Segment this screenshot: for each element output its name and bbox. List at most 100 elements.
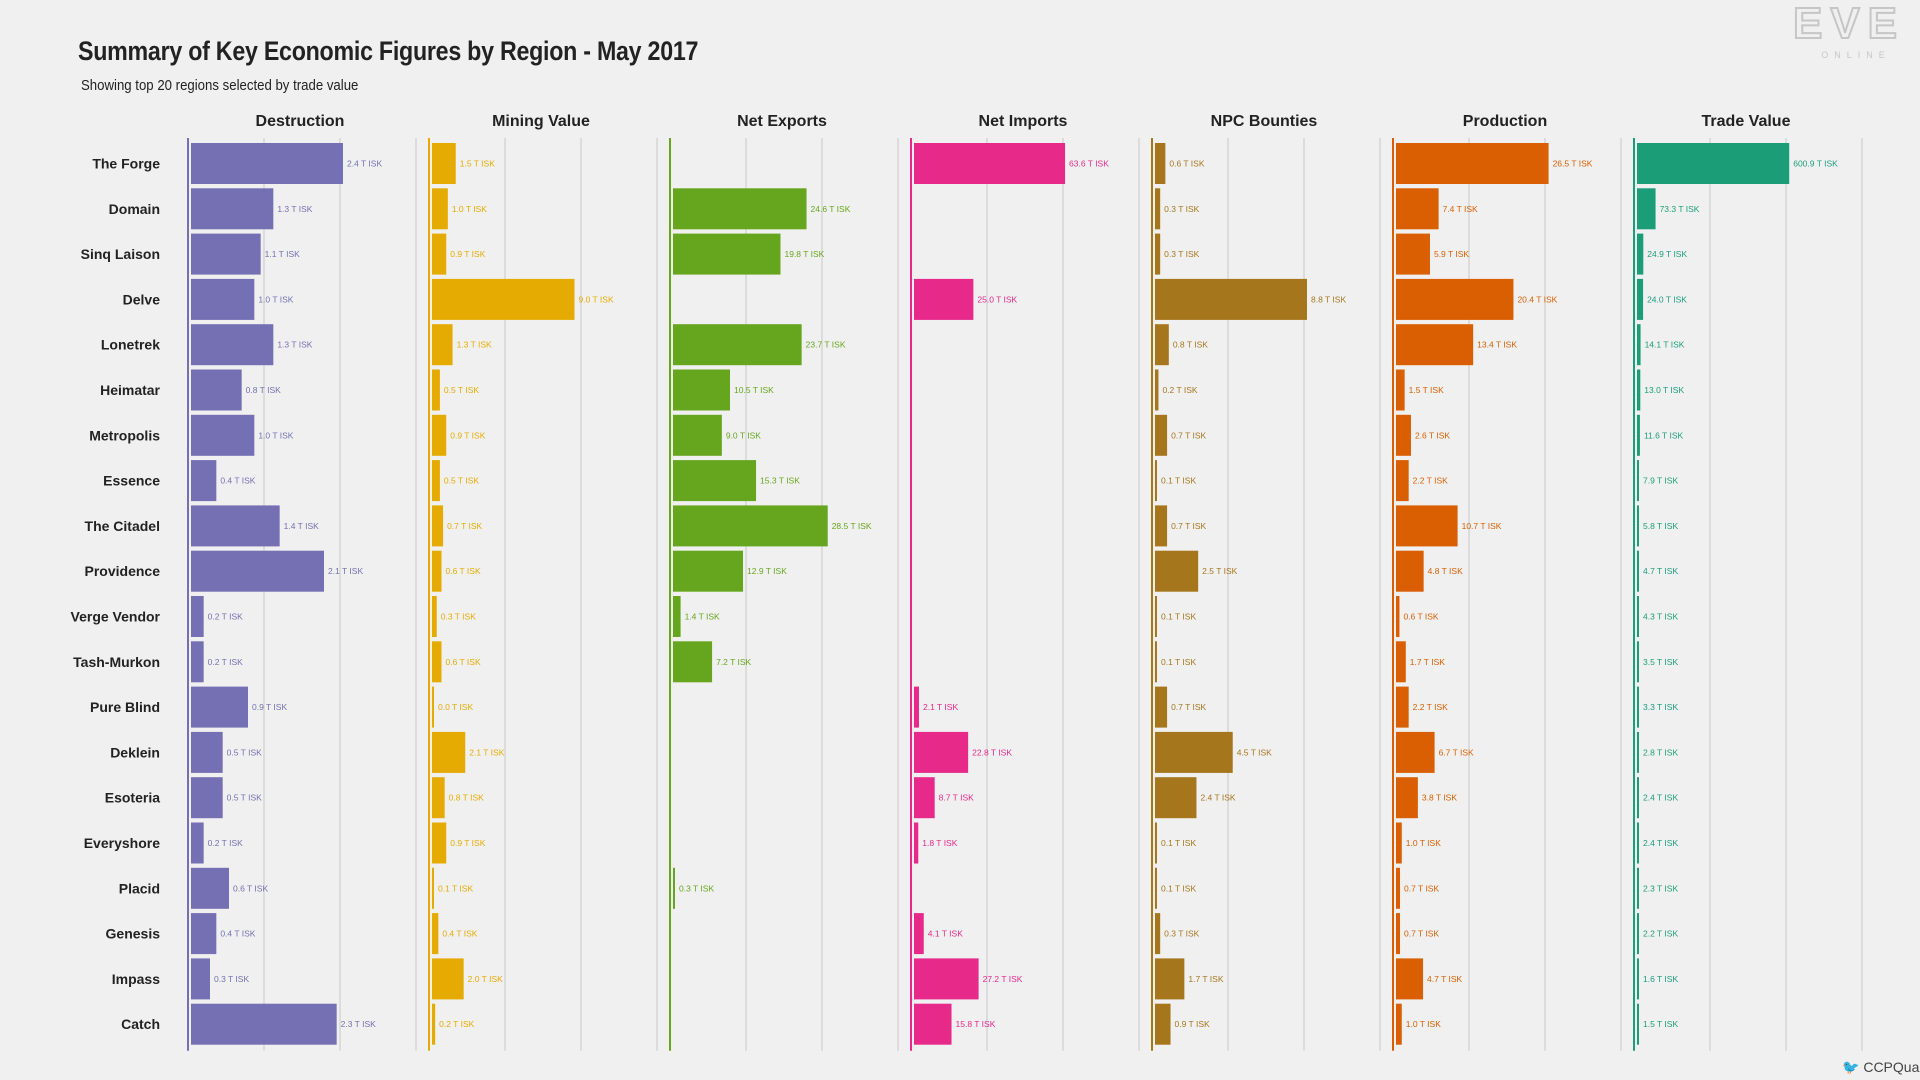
trade-value-bar-impass [1637, 958, 1639, 1000]
trade-value-value-label-catch: 1.5 T ISK [1643, 1019, 1678, 1029]
destruction-value-label-the-citadel: 1.4 T ISK [284, 521, 319, 531]
net-imports-value-label-the-forge: 63.6 T ISK [1069, 159, 1109, 169]
destruction-bar-tash-murkon [191, 641, 204, 683]
destruction-bar-deklein [191, 731, 223, 773]
net-imports-value-label-esoteria: 8.7 T ISK [939, 793, 974, 803]
npc-bounties-value-label-esoteria: 2.4 T ISK [1200, 793, 1235, 803]
category-label-the-forge: The Forge [92, 156, 160, 172]
destruction-bar-the-citadel [191, 505, 280, 547]
trade-value-bar-domain [1637, 188, 1656, 230]
production-value-label-providence: 4.8 T ISK [1428, 566, 1463, 576]
production-bar-the-forge [1396, 143, 1549, 184]
trade-value-bar-providence [1637, 550, 1639, 592]
net-imports-bar-deklein [914, 731, 969, 773]
npc-bounties-bar-catch [1155, 1003, 1171, 1045]
npc-bounties-bar-providence [1155, 550, 1199, 592]
trade-value-bar-esoteria [1637, 777, 1639, 819]
production-value-label-catch: 1.0 T ISK [1406, 1019, 1441, 1029]
npc-bounties-value-label-sinq-laison: 0.3 T ISK [1164, 249, 1199, 259]
npc-bounties-value-label-genesis: 0.3 T ISK [1164, 929, 1199, 939]
mining-value-value-label-everyshore: 0.9 T ISK [450, 838, 485, 848]
npc-bounties-bar-the-forge [1155, 143, 1166, 184]
twitter-credit: 🐦 CCPQuant [1842, 1059, 1920, 1076]
destruction-value-label-genesis: 0.4 T ISK [220, 929, 255, 939]
destruction-value-label-metropolis: 1.0 T ISK [258, 430, 293, 440]
mining-value-value-label-domain: 1.0 T ISK [452, 204, 487, 214]
npc-bounties-value-label-deklein: 4.5 T ISK [1237, 747, 1272, 757]
destruction-bar-lonetrek [191, 324, 274, 366]
production-value-label-the-forge: 26.5 T ISK [1553, 159, 1593, 169]
destruction-value-label-pure-blind: 0.9 T ISK [252, 702, 287, 712]
production-panel-title: Production [1463, 113, 1547, 130]
category-label-lonetrek: Lonetrek [101, 337, 160, 353]
npc-bounties-value-label-metropolis: 0.7 T ISK [1171, 430, 1206, 440]
mining-value-value-label-lonetrek: 1.3 T ISK [457, 340, 492, 350]
destruction-bar-the-forge [191, 143, 343, 184]
npc-bounties-value-label-impass: 1.7 T ISK [1188, 974, 1223, 984]
npc-bounties-value-label-placid: 0.1 T ISK [1161, 883, 1196, 893]
destruction-bar-catch [191, 1003, 337, 1045]
trade-value-value-label-metropolis: 11.6 T ISK [1644, 430, 1684, 440]
destruction-value-label-verge-vendor: 0.2 T ISK [208, 612, 243, 622]
net-exports-value-label-the-citadel: 28.5 T ISK [832, 521, 872, 531]
net-imports-bar-everyshore [914, 822, 919, 864]
trade-value-value-label-verge-vendor: 4.3 T ISK [1643, 612, 1678, 622]
production-bar-impass [1396, 958, 1424, 1000]
trade-value-bar-pure-blind [1637, 686, 1639, 728]
category-label-esoteria: Esoteria [105, 790, 160, 806]
net-imports-value-label-delve: 25.0 T ISK [977, 294, 1017, 304]
mining-value-value-label-impass: 2.0 T ISK [468, 974, 503, 984]
category-label-sinq-laison: Sinq Laison [81, 246, 160, 262]
production-bar-placid [1396, 867, 1401, 909]
production-value-label-metropolis: 2.6 T ISK [1415, 430, 1450, 440]
destruction-panel-title: Destruction [256, 113, 345, 130]
trade-value-bar-verge-vendor [1637, 596, 1639, 637]
trade-value-bar-catch [1637, 1003, 1639, 1045]
mining-value-value-label-tash-murkon: 0.6 T ISK [446, 657, 481, 667]
mining-value-value-label-verge-vendor: 0.3 T ISK [441, 612, 476, 622]
destruction-bar-esoteria [191, 777, 223, 819]
trade-value-bar-everyshore [1637, 822, 1639, 864]
production-bar-catch [1396, 1003, 1402, 1045]
category-label-metropolis: Metropolis [89, 427, 160, 443]
category-label-verge-vendor: Verge Vendor [71, 609, 161, 625]
mining-value-bar-placid [432, 867, 434, 909]
npc-bounties-bar-pure-blind [1155, 686, 1168, 728]
trade-value-bar-sinq-laison [1637, 233, 1644, 275]
npc-bounties-bar-tash-murkon [1155, 641, 1157, 683]
mining-value-bar-tash-murkon [432, 641, 442, 683]
net-imports-value-label-catch: 15.8 T ISK [956, 1019, 996, 1029]
production-value-label-tash-murkon: 1.7 T ISK [1410, 657, 1445, 667]
trade-value-value-label-essence: 7.9 T ISK [1643, 476, 1678, 486]
mining-value-bar-the-citadel [432, 505, 444, 547]
mining-value-value-label-placid: 0.1 T ISK [438, 883, 473, 893]
mining-value-bar-delve [432, 278, 575, 320]
mining-value-value-label-metropolis: 0.9 T ISK [450, 430, 485, 440]
npc-bounties-bar-sinq-laison [1155, 233, 1161, 275]
logo-text: EVE [1793, 2, 1905, 48]
mining-value-value-label-providence: 0.6 T ISK [446, 566, 481, 576]
mining-value-value-label-the-citadel: 0.7 T ISK [447, 521, 482, 531]
mining-value-bar-providence [432, 550, 442, 592]
destruction-bar-everyshore [191, 822, 204, 864]
trade-value-value-label-pure-blind: 3.3 T ISK [1643, 702, 1678, 712]
production-value-label-genesis: 0.7 T ISK [1404, 929, 1439, 939]
destruction-value-label-impass: 0.3 T ISK [214, 974, 249, 984]
npc-bounties-value-label-tash-murkon: 0.1 T ISK [1161, 657, 1196, 667]
net-exports-value-label-providence: 12.9 T ISK [747, 566, 787, 576]
destruction-value-label-the-forge: 2.4 T ISK [347, 159, 382, 169]
net-exports-value-label-verge-vendor: 1.4 T ISK [685, 612, 720, 622]
net-exports-value-label-tash-murkon: 7.2 T ISK [716, 657, 751, 667]
production-value-label-verge-vendor: 0.6 T ISK [1403, 612, 1438, 622]
npc-bounties-value-label-providence: 2.5 T ISK [1202, 566, 1237, 576]
npc-bounties-value-label-catch: 0.9 T ISK [1175, 1019, 1210, 1029]
trade-value-value-label-tash-murkon: 3.5 T ISK [1643, 657, 1678, 667]
production-bar-heimatar [1396, 369, 1405, 411]
destruction-value-label-providence: 2.1 T ISK [328, 566, 363, 576]
net-exports-panel-title: Net Exports [737, 113, 827, 130]
production-bar-delve [1396, 278, 1514, 320]
net-exports-value-label-domain: 24.6 T ISK [811, 204, 851, 214]
production-bar-deklein [1396, 731, 1435, 773]
chart-title: Summary of Key Economic Figures by Regio… [78, 36, 699, 66]
destruction-value-label-everyshore: 0.2 T ISK [208, 838, 243, 848]
